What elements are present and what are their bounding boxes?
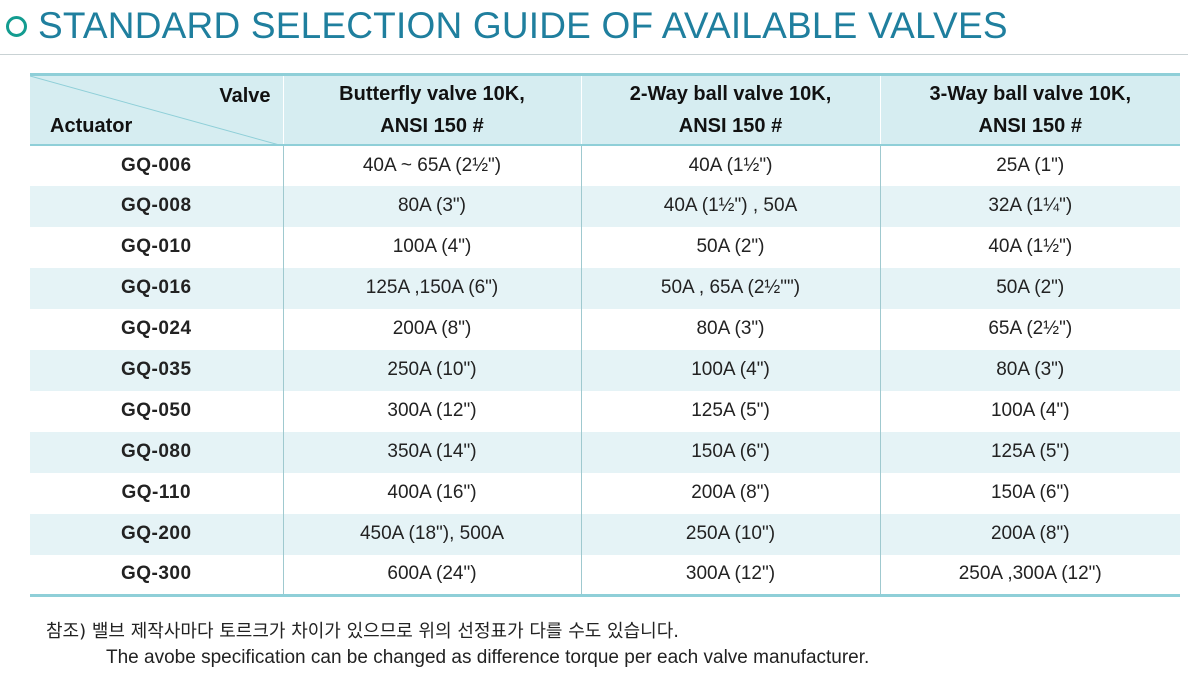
actuator-model-cell: GQ-006 — [120, 154, 192, 176]
2way-ball-size-cell: 125A (5") — [580, 390, 880, 432]
actuator-model-cell: GQ-200 — [120, 523, 192, 544]
page-title: STANDARD SELECTION GUIDE OF AVAILABLE VA… — [38, 5, 1008, 46]
2way-ball-size-cell: 300A (12") — [580, 554, 880, 597]
column-header-line1: 2-Way ball valve 10K, — [629, 82, 832, 105]
2way-ball-size-cell: 250A (10") — [580, 513, 880, 555]
3way-ball-size-cell: 32A (1¼") — [879, 185, 1180, 227]
table-row: GQ-016 125A ,150A (6") 50A , 65A (2½"") … — [30, 267, 1180, 309]
actuator-model-cell: GQ-024 — [120, 318, 192, 339]
3way-ball-size-cell: 150A (6") — [879, 472, 1180, 514]
title-row: STANDARD SELECTION GUIDE OF AVAILABLE VA… — [0, 0, 1188, 56]
butterfly-size-cell: 200A (8") — [282, 308, 581, 350]
butterfly-size-cell: 600A (24") — [282, 554, 581, 597]
title-divider — [0, 54, 1188, 55]
column-header-butterfly-valve: Butterfly valve 10K, ANSI 150 # — [282, 73, 581, 146]
table-row: GQ-008 80A (3") 40A (1½") , 50A 32A (1¼"… — [30, 185, 1180, 227]
actuator-model-cell: GQ-300 — [30, 554, 283, 597]
column-header-2way-ball-valve: 2-Way ball valve 10K, ANSI 150 # — [580, 73, 880, 146]
actuator-model-cell: GQ-050 — [120, 400, 192, 421]
2way-ball-size-cell: 50A , 65A (2½"") — [580, 267, 880, 309]
table-body: GQ-006 40A ~ 65A (2½") 40A (1½") 25A (1"… — [30, 144, 1180, 597]
header-actuator-label: Actuator — [50, 114, 133, 137]
butterfly-size-cell: 40A ~ 65A (2½") — [282, 144, 581, 186]
table-row: GQ-050 300A (12") 125A (5") 100A (4") — [30, 390, 1180, 432]
actuator-model-cell: GQ-016 — [120, 277, 192, 298]
butterfly-size-cell: 250A (10") — [282, 349, 581, 391]
table-row: GQ-300 600A (24") 300A (12") 250A ,300A … — [30, 554, 1180, 597]
table-row: GQ-010 100A (4") 50A (2") 40A (1½") — [30, 226, 1180, 268]
2way-ball-size-cell: 100A (4") — [580, 349, 880, 391]
actuator-model-cell: GQ-080 — [120, 441, 192, 462]
actuator-model-cell: GQ-110 — [121, 482, 192, 503]
butterfly-size-cell: 125A ,150A (6") — [282, 267, 581, 309]
3way-ball-size-cell: 100A (4") — [879, 390, 1180, 432]
table-row: GQ-080 350A (14") 150A (6") 125A (5") — [30, 431, 1180, 473]
3way-ball-size-cell: 65A (2½") — [879, 308, 1180, 350]
butterfly-size-cell: 450A (18"), 500A — [282, 513, 581, 555]
table-row: GQ-200 450A (18"), 500A 250A (10") 200A … — [30, 513, 1180, 555]
butterfly-size-cell: 400A (16") — [282, 472, 581, 514]
column-header-line2: ANSI 150 # — [380, 114, 484, 137]
actuator-model-cell: GQ-035 — [120, 359, 192, 380]
table-header-row: Valve Actuator Butterfly valve 10K, ANSI… — [30, 73, 1180, 146]
2way-ball-size-cell: 40A (1½") — [580, 144, 880, 186]
table-row: GQ-024 200A (8") 80A (3") 65A (2½") — [30, 308, 1180, 350]
column-header-line2: ANSI 150 # — [678, 114, 783, 137]
note-korean: 참조) 밸브 제작사마다 토르크가 차이가 있으므로 위의 선정표가 다를 수도… — [46, 621, 679, 642]
3way-ball-size-cell: 200A (8") — [879, 513, 1180, 555]
butterfly-size-cell: 350A (14") — [282, 431, 581, 473]
valve-selection-table: Valve Actuator Butterfly valve 10K, ANSI… — [30, 73, 1180, 597]
3way-ball-size-cell: 80A (3") — [879, 349, 1180, 391]
column-header-line1: Butterfly valve 10K, — [339, 82, 525, 105]
3way-ball-size-cell: 40A (1½") — [879, 226, 1180, 268]
diagonal-divider — [33, 77, 273, 143]
actuator-model-cell: GQ-008 — [120, 195, 192, 216]
column-header-line1: 3-Way ball valve 10K, — [929, 82, 1132, 105]
note-english: The avobe specification can be changed a… — [106, 647, 870, 668]
actuator-model-cell: GQ-010 — [120, 236, 192, 257]
butterfly-size-cell: 300A (12") — [282, 390, 581, 432]
header-valve-label: Valve — [219, 85, 271, 107]
column-header-3way-ball-valve: 3-Way ball valve 10K, ANSI 150 # — [879, 73, 1180, 146]
circle-bullet-icon — [6, 16, 27, 37]
3way-ball-size-cell: 125A (5") — [879, 431, 1180, 473]
corner-header-cell: Valve Actuator — [30, 73, 283, 146]
butterfly-size-cell: 100A (4") — [282, 226, 581, 268]
2way-ball-size-cell: 150A (6") — [580, 431, 880, 473]
3way-ball-size-cell: 25A (1") — [879, 144, 1180, 186]
column-header-line2: ANSI 150 # — [978, 114, 1082, 137]
table-row: GQ-006 40A ~ 65A (2½") 40A (1½") 25A (1"… — [30, 144, 1180, 186]
3way-ball-size-cell: 50A (2") — [879, 267, 1180, 309]
butterfly-size-cell: 80A (3") — [282, 185, 581, 227]
table-row: GQ-035 250A (10") 100A (4") 80A (3") — [30, 349, 1180, 391]
table-row: GQ-110 400A (16") 200A (8") 150A (6") — [30, 472, 1180, 514]
2way-ball-size-cell: 200A (8") — [580, 472, 880, 514]
2way-ball-size-cell: 50A (2") — [580, 226, 880, 268]
2way-ball-size-cell: 80A (3") — [580, 308, 880, 350]
3way-ball-size-cell: 250A ,300A (12") — [879, 554, 1180, 597]
2way-ball-size-cell: 40A (1½") , 50A — [580, 185, 880, 227]
